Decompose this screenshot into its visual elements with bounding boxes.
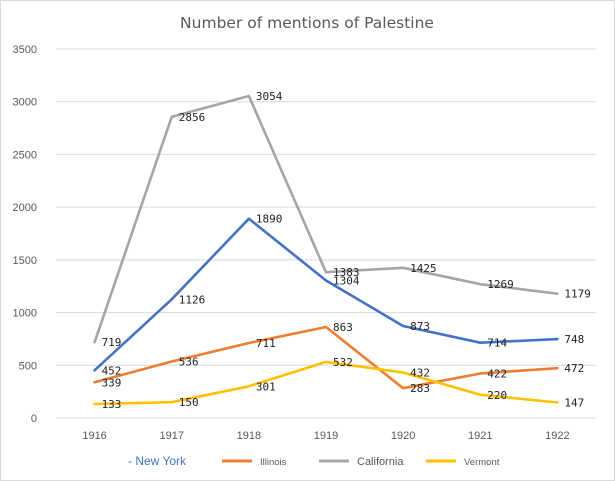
x-tick-label: 1918 [237,430,261,442]
data-label: 536 [179,355,199,368]
y-tick-label: 1500 [13,255,37,267]
data-label: 150 [179,396,199,409]
data-label: 2856 [179,111,206,124]
data-label: 748 [564,333,584,346]
data-label: 1269 [487,278,514,291]
series-line-illinois [93,325,559,390]
y-tick-label: 1000 [13,308,37,320]
data-label: 863 [333,321,353,334]
legend-label: - New York [128,454,187,468]
chart-title: Number of mentions of Palestine [180,14,434,32]
x-tick-label: 1922 [545,430,569,442]
data-label: 1304 [333,275,360,288]
x-tick-label: 1917 [159,430,183,442]
data-label: 714 [487,337,507,350]
data-label: 472 [564,362,584,375]
data-label: 1179 [564,288,591,301]
data-label: 220 [487,389,507,402]
legend-label: California [357,456,404,468]
legend-label: Vermont [464,457,500,468]
data-label: 3054 [256,90,283,103]
y-tick-label: 2000 [13,202,37,214]
data-label: 1383 [333,266,360,279]
y-tick-label: 3500 [13,44,37,56]
x-tick-label: 1919 [314,430,338,442]
data-label: 1890 [256,213,283,226]
series-line-new-york [93,217,559,372]
y-tick-label: 0 [31,413,37,425]
y-tick-label: 2500 [13,149,37,161]
data-label: 339 [102,376,122,389]
x-tick-label: 1916 [82,430,106,442]
series-lines [93,94,559,406]
gridlines [56,48,596,419]
y-tick-label: 3000 [13,97,37,109]
data-label: 133 [102,398,122,411]
data-label: 711 [256,337,276,350]
legend-label: Illinois [260,457,287,468]
x-tick-label: 1921 [468,430,492,442]
series-line-california [93,94,559,344]
y-axis-ticks: 0 500 1000 1500 2000 2500 3000 3500 [13,44,37,425]
data-label: 452 [102,364,122,377]
data-label: 422 [487,368,507,381]
data-labels: 452 1126 1890 1304 873 714 748 339 536 711 863 283 4… [102,90,591,411]
x-axis-ticks: 1916 1917 1918 1919 1920 1921 1922 [82,430,569,442]
data-label: 301 [256,380,276,393]
data-label: 532 [333,356,353,369]
x-tick-label: 1920 [391,430,415,442]
data-label: 432 [410,366,430,379]
data-label: 1126 [179,293,206,306]
data-label: 719 [102,336,122,349]
data-label: 873 [410,320,430,333]
data-label: 283 [410,382,430,395]
series-line-vermont [93,360,559,406]
legend: - New York Illinois California Vermont [128,454,500,468]
data-label: 1425 [410,262,437,275]
y-tick-label: 500 [19,360,37,372]
data-label: 147 [564,397,584,410]
